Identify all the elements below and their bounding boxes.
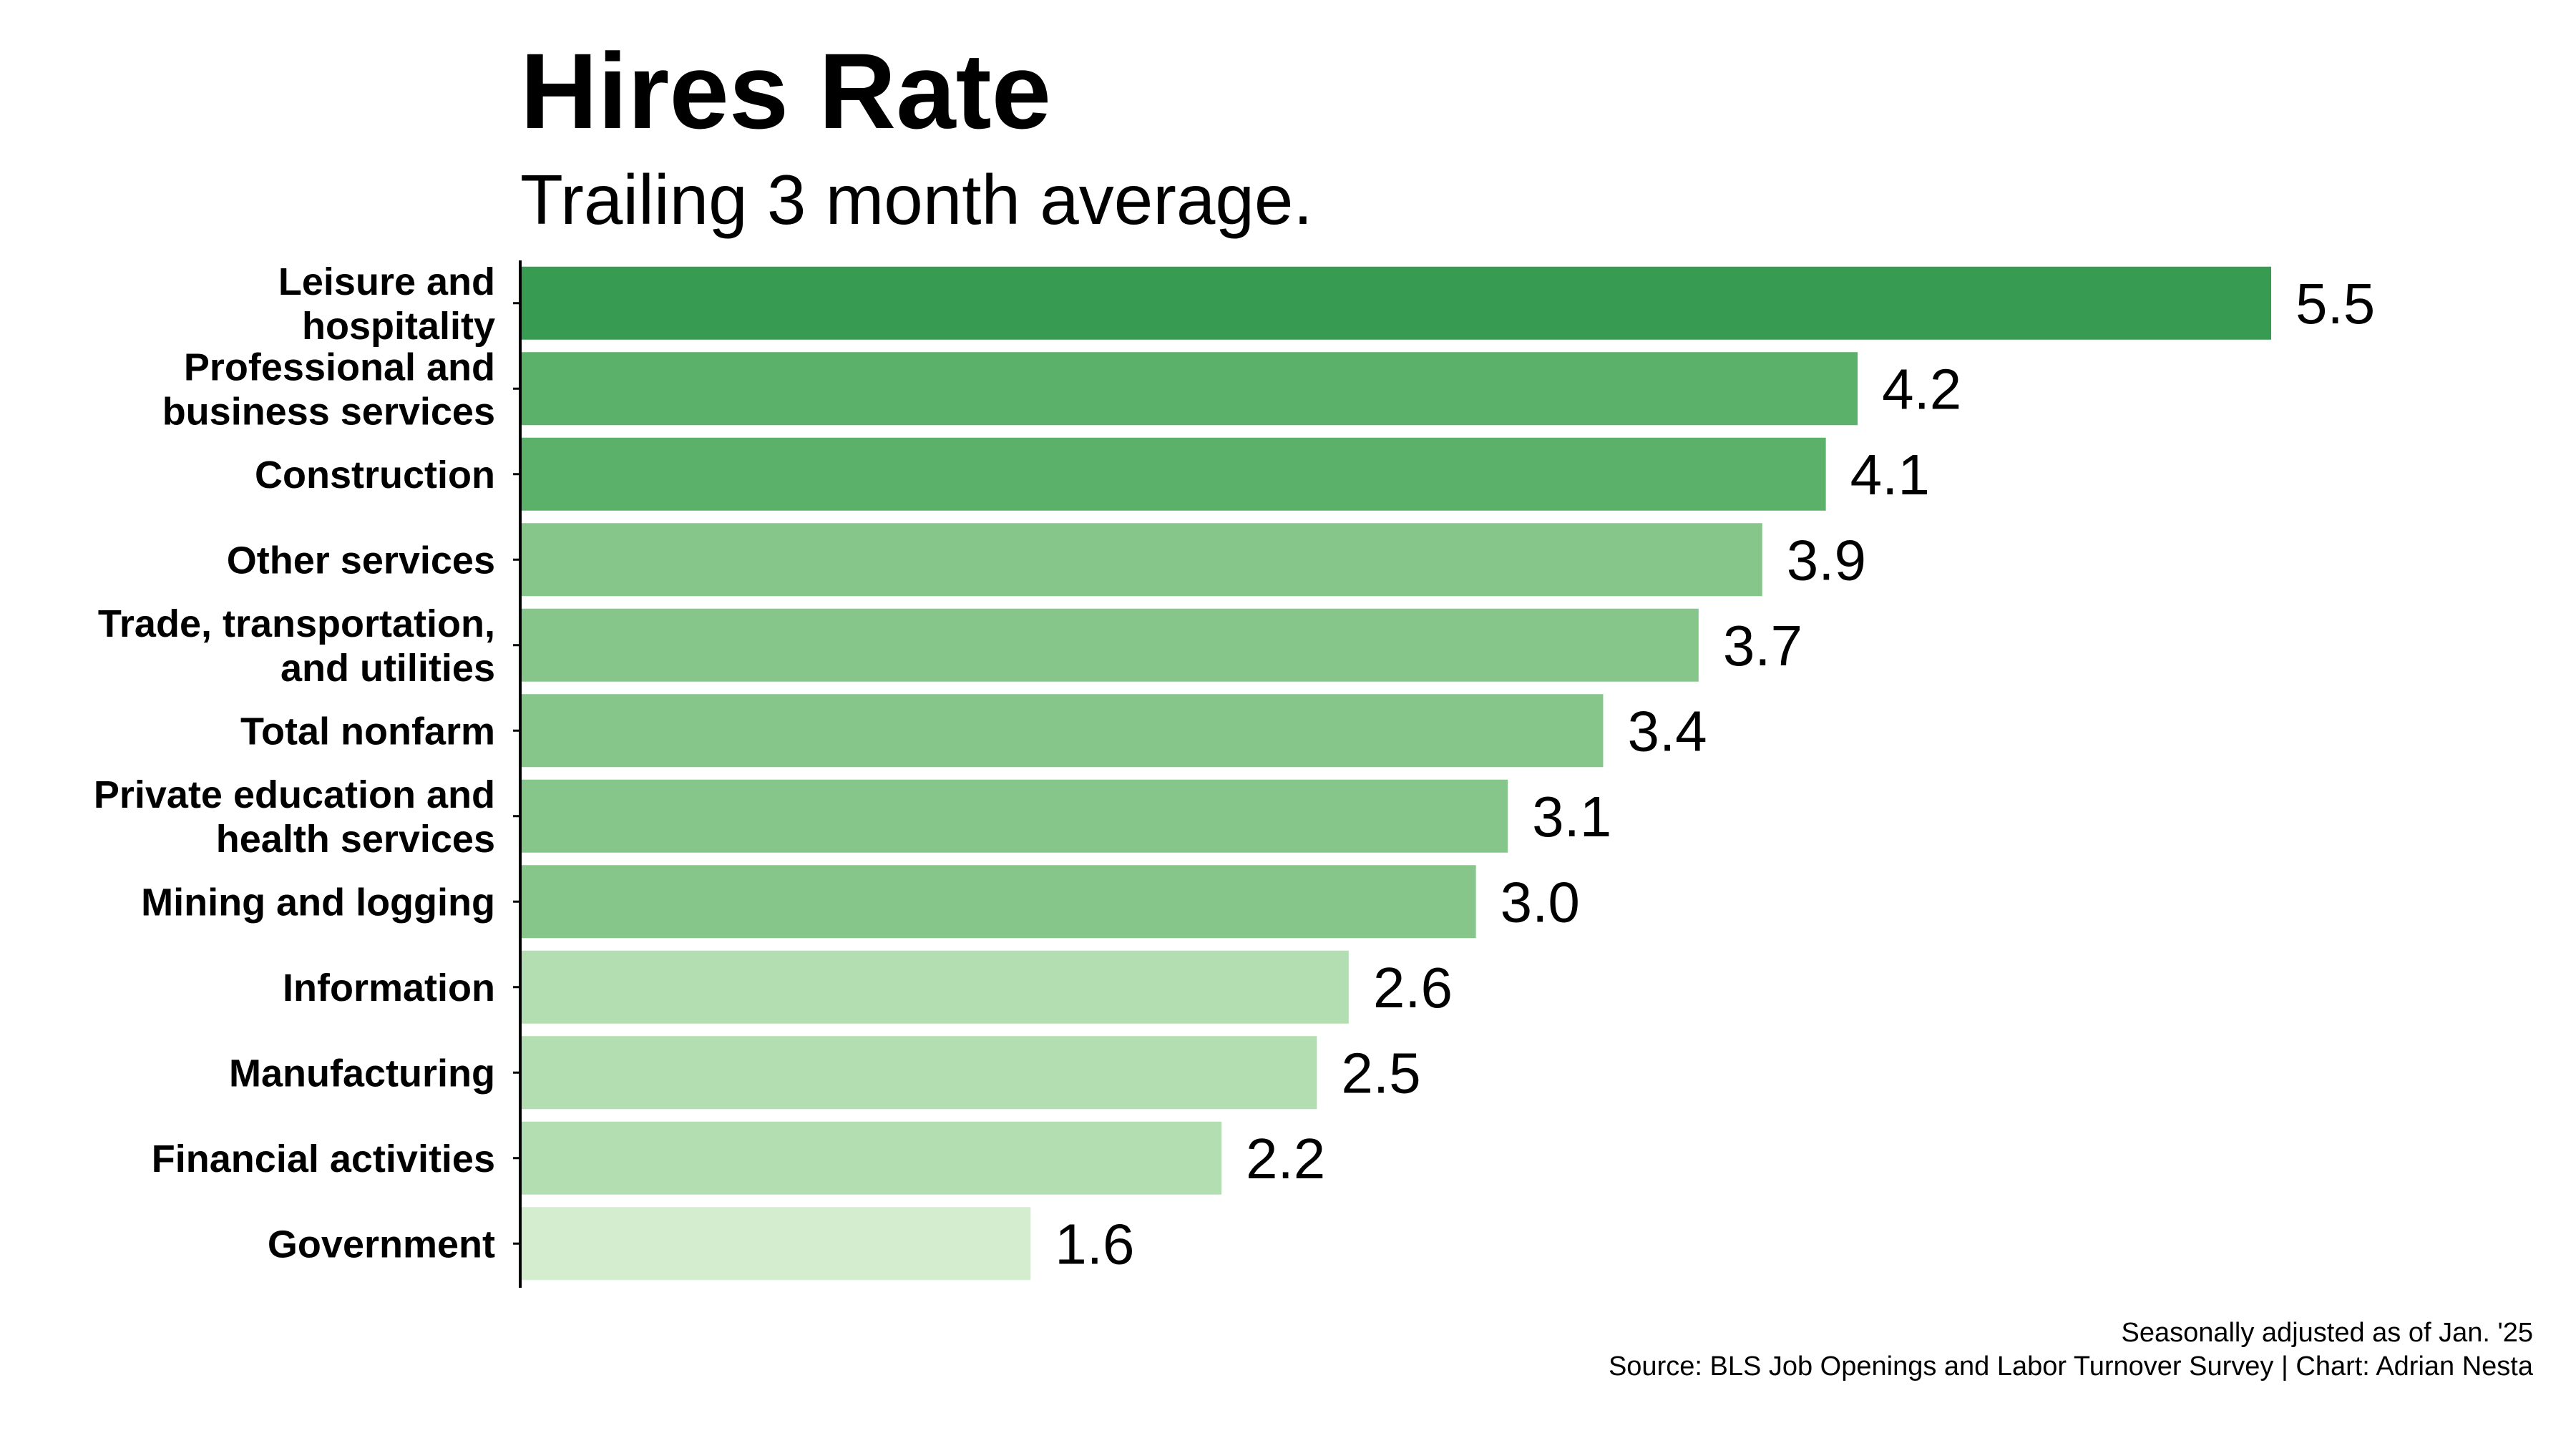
category-label: Government [268, 1223, 495, 1266]
bar [522, 779, 1508, 853]
value-label: 4.1 [1850, 443, 1930, 507]
value-label: 3.7 [1723, 614, 1802, 678]
category-label: Other services [227, 539, 495, 582]
bar [522, 523, 1762, 597]
caption-seasonal-note: Seasonally adjusted as of Jan. '25 [2121, 1318, 2533, 1348]
bar [522, 437, 1826, 511]
bar [522, 1207, 1031, 1281]
caption-source: Source: BLS Job Openings and Labor Turno… [1608, 1351, 2533, 1381]
bar [522, 1036, 1317, 1110]
chart-subtitle: Trailing 3 month average. [520, 160, 1313, 239]
category-label: Mining and logging [141, 881, 495, 924]
bar [522, 865, 1476, 939]
category-label: Manufacturing [229, 1052, 495, 1095]
bar [522, 608, 1699, 682]
category-label: Total nonfarm [240, 710, 495, 753]
value-label: 2.2 [1246, 1127, 1325, 1190]
value-label: 2.6 [1373, 956, 1453, 1019]
bar [522, 266, 2271, 340]
bar [522, 352, 1858, 426]
category-label: Construction [255, 454, 495, 497]
category-label: Financial activities [152, 1138, 495, 1180]
value-label: 3.4 [1627, 699, 1707, 763]
category-label: Professional and business services [162, 346, 495, 433]
value-label: 5.5 [2296, 272, 2375, 336]
value-label: 2.5 [1341, 1041, 1420, 1105]
chart-title: Hires Rate [520, 31, 1052, 151]
value-label: 1.6 [1055, 1212, 1134, 1276]
value-label: 4.2 [1882, 357, 1961, 421]
bar [522, 1121, 1221, 1195]
category-label: Leisure and hospitality [278, 260, 495, 348]
category-label: Trade, transportation, and utilities [98, 602, 495, 690]
category-label: Information [283, 967, 495, 1009]
value-label: 3.1 [1532, 785, 1611, 848]
chart-caption: Seasonally adjusted as of Jan. '25 Sourc… [1609, 1316, 2533, 1384]
bar [522, 694, 1604, 768]
value-label: 3.9 [1787, 528, 1866, 592]
bar [522, 950, 1349, 1024]
category-label: Private education and health services [94, 773, 495, 861]
value-label: 3.0 [1501, 870, 1580, 934]
